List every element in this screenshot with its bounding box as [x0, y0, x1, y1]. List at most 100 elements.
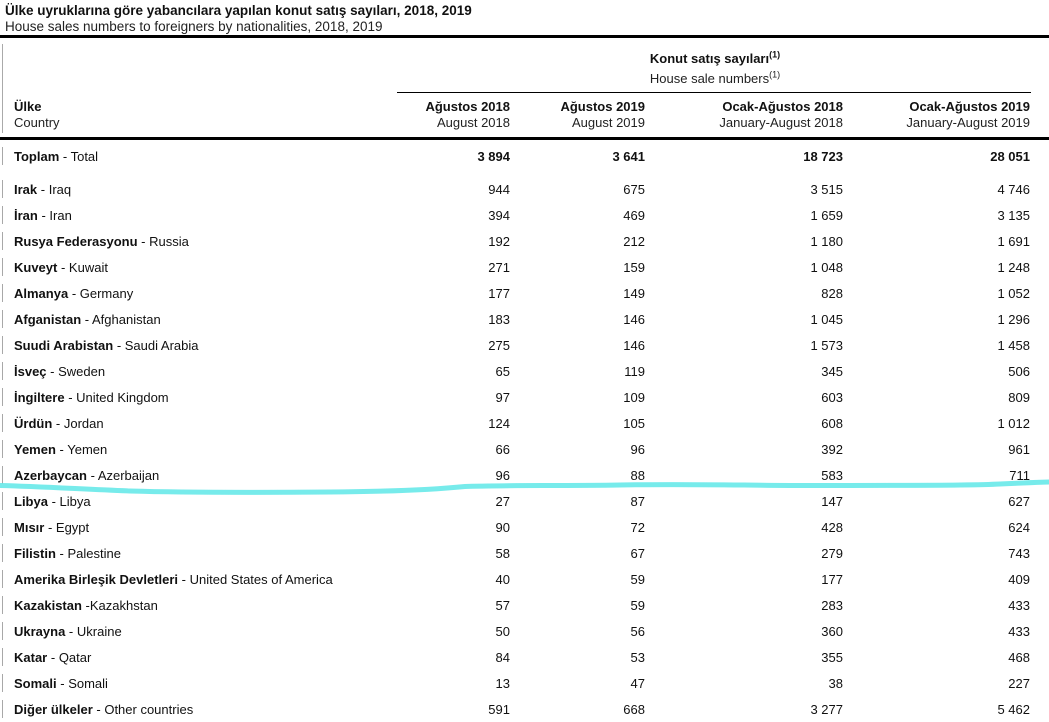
value-august-2019: 469	[623, 207, 645, 223]
column-header-turkish: Ocak-Ağustos 2018	[722, 99, 843, 114]
table-row: Almanya - Germany 177 149 828 1 052	[0, 280, 1049, 306]
table-row: Ukrayna - Ukraine 50 56 360 433	[0, 618, 1049, 644]
value-august-2019: 67	[630, 545, 645, 561]
value-august-2019: 146	[623, 311, 645, 327]
value-august-2019: 72	[630, 519, 645, 535]
name-separator: -	[37, 207, 50, 223]
value-august-2019: 675	[623, 181, 645, 197]
name-separator: -	[47, 493, 60, 509]
country-name-en: Somali	[68, 675, 108, 691]
value-august-2019: 109	[623, 389, 645, 405]
value-january-august-2018: 608	[821, 415, 843, 431]
value-january-august-2019: 809	[1008, 389, 1030, 405]
country-cell: Somali - Somali	[0, 676, 400, 691]
value-january-august-2018: 355	[821, 649, 843, 665]
value-january-august-2019: 1 248	[997, 259, 1030, 275]
value-august-2019: 105	[623, 415, 645, 431]
name-separator: -	[81, 597, 90, 613]
country-name-en: Other countries	[104, 701, 194, 717]
value-january-august-2019: 433	[1008, 597, 1030, 613]
value-august-2018: 192	[488, 233, 510, 249]
name-separator: -	[81, 311, 93, 327]
header-rule	[397, 92, 1031, 93]
table-row: Yemen - Yemen 66 96 392 961	[0, 436, 1049, 462]
column-header-august-2019: Ağustos 2019 August 2019	[510, 99, 645, 131]
country-header-english: Country	[14, 115, 60, 130]
country-name-tr: Ukrayna	[14, 623, 66, 639]
country-name-tr: Filistin	[14, 545, 56, 561]
country-name-en: Saudi Arabia	[124, 337, 199, 353]
value-january-august-2019: 3 135	[997, 207, 1030, 223]
value-august-2019: 88	[630, 467, 645, 483]
value-january-august-2018: 345	[821, 363, 843, 379]
country-name-tr: Amerika Birleşik Devletleri	[14, 571, 179, 587]
group-header-turkish-text: Konut satış sayıları	[649, 51, 770, 66]
country-cell: Azerbaycan - Azerbaijan	[0, 468, 400, 483]
table-row: Libya - Libya 27 87 147 627	[0, 488, 1049, 514]
value-january-august-2019: 1 012	[997, 415, 1030, 431]
value-august-2019: 47	[630, 675, 645, 691]
value-january-august-2018: 3 515	[810, 181, 843, 197]
value-january-august-2018: 18 723	[803, 148, 843, 164]
country-cell: Irak - Iraq	[0, 182, 400, 197]
value-august-2019: 3 641	[612, 148, 645, 164]
country-name-en: Iraq	[48, 181, 72, 197]
value-august-2018: 57	[495, 597, 510, 613]
country-name-tr: Libya	[14, 493, 48, 509]
page-title-turkish: Ülke uyruklarına göre yabancılara yapıla…	[5, 3, 472, 18]
column-header-turkish: Ağustos 2019	[560, 99, 645, 114]
country-cell: Kazakistan -Kazakhstan	[0, 598, 400, 613]
country-name-tr: Ürdün	[14, 415, 53, 431]
value-january-august-2019: 1 296	[997, 311, 1030, 327]
country-cell: Ukrayna - Ukraine	[0, 624, 400, 639]
value-january-august-2018: 1 045	[810, 311, 843, 327]
group-header-english: House sale numbers(1)	[400, 70, 1030, 86]
table-row: Azerbaycan - Azerbaijan 96 88 583 711	[0, 462, 1049, 488]
table-row: Filistin - Palestine 58 67 279 743	[0, 540, 1049, 566]
column-header-english: August 2018	[436, 115, 510, 130]
country-name-en: Kuwait	[68, 259, 108, 275]
table-row: Ürdün - Jordan 124 105 608 1 012	[0, 410, 1049, 436]
table-row: Afganistan - Afghanistan 183 146 1 045 1…	[0, 306, 1049, 332]
country-name-tr: Mısır	[14, 519, 45, 535]
value-january-august-2018: 1 573	[810, 337, 843, 353]
country-name-tr: Katar	[14, 649, 48, 665]
name-separator: -	[56, 675, 69, 691]
name-separator: -	[55, 441, 68, 457]
value-january-august-2018: 828	[821, 285, 843, 301]
value-august-2019: 159	[623, 259, 645, 275]
value-january-august-2019: 506	[1008, 363, 1030, 379]
country-name-tr: İsveç	[14, 363, 47, 379]
value-january-august-2019: 409	[1008, 571, 1030, 587]
value-august-2018: 50	[495, 623, 510, 639]
name-separator: -	[55, 545, 68, 561]
value-august-2018: 66	[495, 441, 510, 457]
value-january-august-2018: 360	[821, 623, 843, 639]
country-name-en: Palestine	[67, 545, 121, 561]
column-header-english: January-August 2019	[906, 115, 1030, 130]
value-january-august-2018: 38	[828, 675, 843, 691]
table-row: Amerika Birleşik Devletleri - United Sta…	[0, 566, 1049, 592]
value-january-august-2019: 5 462	[997, 701, 1030, 717]
value-january-august-2019: 227	[1008, 675, 1030, 691]
value-january-august-2018: 3 277	[810, 701, 843, 717]
country-cell: Diğer ülkeler - Other countries	[0, 702, 400, 717]
group-header-turkish: Konut satış sayıları(1)	[400, 50, 1030, 66]
column-header-january-august-2018: Ocak-Ağustos 2018 January-August 2018	[645, 99, 843, 131]
value-august-2019: 87	[630, 493, 645, 509]
country-cell: İran - Iran	[0, 208, 400, 223]
value-august-2018: 84	[495, 649, 510, 665]
country-name-tr: Rusya Federasyonu	[14, 233, 138, 249]
value-august-2018: 394	[488, 207, 510, 223]
table-row: Katar - Qatar 84 53 355 468	[0, 644, 1049, 670]
country-name-tr: İngiltere	[14, 389, 65, 405]
group-header-english-text: House sale numbers	[649, 71, 770, 86]
country-name-tr: Afganistan	[14, 311, 82, 327]
value-august-2018: 40	[495, 571, 510, 587]
column-header-english: January-August 2018	[719, 115, 843, 130]
table-row: Kazakistan -Kazakhstan 57 59 283 433	[0, 592, 1049, 618]
value-august-2018: 271	[488, 259, 510, 275]
name-separator: -	[44, 519, 56, 535]
page-title: Ülke uyruklarına göre yabancılara yapıla…	[0, 0, 1049, 38]
country-name-en: Germany	[79, 285, 134, 301]
